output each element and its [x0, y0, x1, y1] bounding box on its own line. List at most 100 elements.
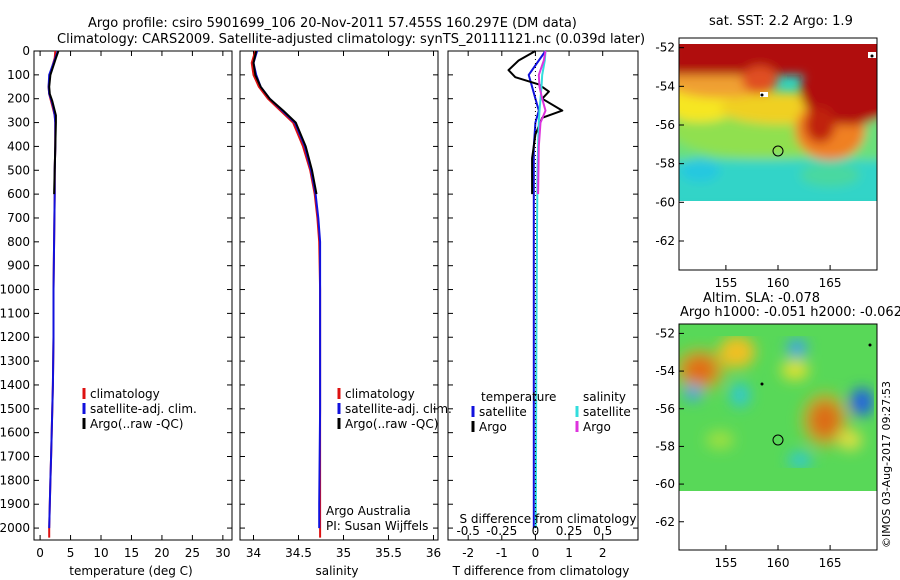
y-tick-label: 800	[7, 235, 30, 249]
series-line-3	[537, 50, 547, 195]
sst-dot-east	[870, 54, 874, 58]
x-tick-label: -2	[462, 546, 474, 560]
map-x-tick-label: 160	[767, 556, 790, 570]
x-tick-label: 25	[185, 546, 200, 560]
s-diff-axis-label: S difference from climatology	[460, 512, 637, 526]
sla-eddy-cyan-south	[788, 452, 812, 468]
x-axis-label: salinity	[315, 564, 358, 578]
sst-map-axes: 155 160 165 -52 -54 -56 -58 -60 -62	[655, 41, 841, 290]
sla-map-title-line1: Altim. SLA: -0.078	[703, 291, 820, 306]
y-tick-label: 200	[7, 92, 30, 106]
figure-title-line1: Argo profile: csiro 5901699_106 20-Nov-2…	[88, 16, 577, 31]
sst-map: sat. SST: 2.2 Argo: 1.9	[655, 14, 878, 290]
y-tick-label: 1400	[0, 378, 30, 392]
sst-map-title: sat. SST: 2.2 Argo: 1.9	[709, 14, 853, 29]
sst-teal-patch	[800, 163, 860, 187]
sla-base	[679, 324, 877, 491]
map-y-tick-label: -56	[655, 402, 675, 416]
s-diff-tick-label: -0.25	[486, 524, 517, 538]
sst-cyan-patch	[680, 158, 720, 182]
legend-label: satellite-adj. clim.	[90, 402, 197, 416]
legend-label: Argo	[583, 420, 611, 434]
s-diff-tick-label: -0.5	[456, 524, 479, 538]
y-tick-label: 700	[7, 211, 30, 225]
x-tick-label: 10	[93, 546, 108, 560]
x-tick-label: 0	[36, 546, 44, 560]
difference-chart: -2 -1 0 1 2 T difference from climatology -0.5…	[448, 50, 638, 578]
salinity-panel-frame	[239, 50, 439, 541]
sla-eddy-yellow-north	[719, 336, 755, 368]
x-tick-label: 35	[336, 546, 351, 560]
sla-eddy-cyan	[730, 383, 750, 407]
y-tick-label: 600	[7, 187, 30, 201]
y-tick-label: 1800	[0, 473, 30, 487]
sla-eddy-yellow-center	[781, 360, 809, 380]
map-y-tick-label: -60	[655, 195, 675, 209]
map-x-tick-label: 160	[767, 276, 790, 290]
map-y-tick-label: -52	[655, 41, 675, 55]
timestamp-stamp: ©IMOS 03-Aug-2017 09:27:53	[880, 381, 893, 548]
sla-dot-east	[868, 343, 872, 347]
sst-argo-position-marker	[772, 145, 784, 157]
x-tick-label: 2	[599, 546, 607, 560]
sla-argo-position-marker	[772, 434, 784, 446]
map-y-tick-label: -60	[655, 477, 675, 491]
series-line-1	[507, 50, 564, 195]
series-line-2	[252, 50, 318, 195]
sst-white-marker	[760, 92, 768, 97]
annotation-pi: PI: Susan Wijffels	[326, 519, 428, 533]
series-line-2	[534, 50, 547, 529]
s-diff-tick-label: 0.25	[556, 524, 583, 538]
legend-label: satellite-adj. clim.	[345, 402, 452, 416]
y-tick-label: 2000	[0, 521, 30, 535]
sla-map-axes: 155 160 165 -52 -54 -56 -58 -60 -62	[655, 326, 841, 570]
y-tick-label: 1300	[0, 354, 30, 368]
sst-dot	[760, 93, 764, 97]
y-tick-label: 100	[7, 68, 30, 82]
legend-label: climatology	[345, 387, 415, 401]
sla-field	[679, 324, 877, 491]
map-y-tick-label: -54	[655, 364, 675, 378]
x-tick-label: 34	[246, 546, 261, 560]
y-tick-label: 1900	[0, 497, 30, 511]
map-x-tick-label: 155	[714, 556, 737, 570]
legend-label: satellite	[479, 405, 527, 419]
map-x-tick-label: 165	[819, 556, 842, 570]
x-tick-label: 34.5	[285, 546, 312, 560]
temperature-panel-frame	[33, 50, 233, 541]
x-tick-label: 0	[532, 546, 540, 560]
y-tick-label: 400	[7, 139, 30, 153]
s-diff-tick-label: 0.5	[593, 524, 612, 538]
map-x-tick-label: 155	[714, 276, 737, 290]
y-tick-label: 1700	[0, 450, 30, 464]
legend-label: Argo(..raw -QC)	[90, 417, 183, 431]
sst-red-patch	[742, 66, 778, 94]
map-y-tick-label: -58	[655, 439, 675, 453]
x-axis-label: T difference from climatology	[452, 564, 630, 578]
legend-label: Argo	[479, 420, 507, 434]
sla-eddy-yellow-east	[838, 430, 862, 450]
y-tick-label: 0	[22, 44, 30, 58]
map-y-tick-label: -56	[655, 118, 675, 132]
x-tick-label: 30	[215, 546, 230, 560]
y-tick-label: 1600	[0, 426, 30, 440]
x-tick-label: 20	[154, 546, 169, 560]
y-tick-label: 1500	[0, 402, 30, 416]
map-y-tick-label: -58	[655, 157, 675, 171]
y-tick-label: 900	[7, 259, 30, 273]
x-tick-label: 1	[565, 546, 573, 560]
annotation-argo-australia: Argo Australia	[326, 504, 411, 518]
map-y-tick-label: -52	[655, 326, 675, 340]
figure-title-line2: Climatology: CARS2009. Satellite-adjuste…	[57, 32, 645, 47]
sla-eddy-ring-east	[801, 392, 849, 448]
sst-field	[679, 44, 877, 201]
x-axis-label: temperature (deg C)	[69, 564, 192, 578]
salinity-chart: 34 34.5 35 35.5 36 salinity climatologysatelli…	[240, 50, 452, 578]
legend-label: climatology	[90, 387, 160, 401]
sla-eddy-blue-north	[787, 339, 807, 357]
x-tick-label: 5	[67, 546, 75, 560]
sla-map-title-line2: Argo h1000: -0.051 h2000: -0.062	[680, 305, 900, 320]
sla-eddy-lime	[706, 431, 734, 449]
sla-map: Altim. SLA: -0.078 Argo h1000: -0.051 h2…	[655, 291, 900, 570]
series-line-0	[250, 50, 322, 538]
